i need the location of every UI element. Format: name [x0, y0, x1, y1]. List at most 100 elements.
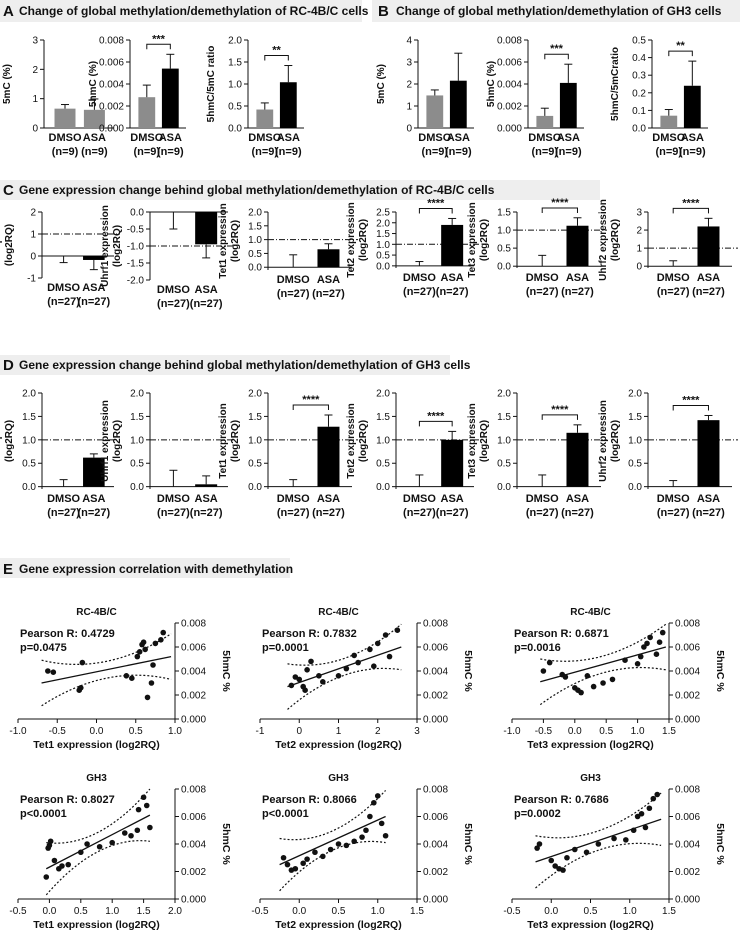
- section-title-d: Gene expression change behind global met…: [19, 358, 471, 372]
- x-n-label: (n=27): [47, 507, 80, 519]
- y-tick-label: 0.5: [628, 459, 642, 470]
- plot-title: RC-4B/C: [318, 607, 359, 618]
- bar-chart-b-3: 0 1 2 3 4 DMSO (n=9) ASA (n=9) 5mC (%): [376, 36, 474, 158]
- y-axis-label-unit: (log2RQ): [479, 420, 490, 462]
- y-tick-label: 0.5: [22, 459, 36, 470]
- bar-asa: [161, 68, 179, 128]
- y-tick-label: 2.5: [376, 208, 390, 219]
- data-point: [623, 837, 629, 843]
- bar-dmso: [256, 109, 274, 128]
- x-category-label: DMSO: [277, 274, 310, 286]
- y-tick-label: 0.008: [181, 619, 206, 630]
- x-n-label: (n=27): [436, 507, 469, 519]
- section-letter-b: B: [378, 3, 389, 20]
- y-tick-label: 0.0: [22, 482, 36, 493]
- y-tick-label: 2.0: [228, 36, 242, 47]
- significance-bracket: [292, 404, 329, 411]
- data-point: [78, 849, 84, 856]
- x-tick-label: -0.5: [535, 726, 553, 737]
- x-n-label: (n=27): [312, 288, 345, 300]
- data-point: [50, 669, 57, 675]
- y-axis-label-unit: (log2RQ): [610, 420, 621, 462]
- bar-asa: [317, 426, 340, 487]
- section-header-b: B Change of global methylation/demethyla…: [372, 0, 740, 22]
- significance-label: ***: [550, 43, 564, 55]
- x-n-label: (n=27): [312, 507, 345, 519]
- x-category-label: DMSO: [526, 272, 559, 284]
- x-tick-label: 0.0: [90, 726, 104, 737]
- x-tick-label: -1.0: [9, 726, 27, 737]
- y-axis-label-unit: (log2RQ): [112, 225, 123, 267]
- y-axis-label: 5hmC/5mC ratio: [206, 46, 217, 123]
- x-category-label: DMSO: [657, 272, 690, 284]
- y-tick-label: 1.5: [228, 58, 242, 69]
- y-tick-label: 0.4: [632, 53, 646, 64]
- y-tick-label: 1.5: [497, 412, 511, 423]
- y-axis-label-unit: (log2RQ): [4, 420, 15, 462]
- x-tick-label: 0: [296, 726, 302, 737]
- bar-asa: [83, 457, 105, 487]
- confidence-band-upper: [41, 633, 172, 665]
- y-tick-label: 0.5: [228, 102, 242, 113]
- x-category-label: DMSO: [47, 493, 80, 505]
- y-tick-label: 0.008: [497, 36, 522, 47]
- data-point: [76, 687, 83, 693]
- y-tick-label: 2.0: [376, 389, 390, 400]
- data-point: [135, 806, 142, 813]
- y-tick-label: 0.002: [423, 867, 448, 878]
- data-point: [359, 834, 365, 840]
- bar-chart-d-14: 0.00.51.01.52.0DMSO(n=27)ASA(n=27)****Te…: [218, 389, 358, 519]
- data-point: [140, 794, 147, 801]
- y-axis-label: Tet3 expression: [467, 403, 478, 478]
- y-tick-label: 2: [32, 65, 38, 76]
- y-tick-label: 0: [30, 252, 36, 263]
- significance-bracket: [418, 207, 453, 214]
- x-n-label: (n=9): [656, 146, 683, 158]
- pearson-r-label: Pearson R: 0.4729: [20, 628, 115, 640]
- section-title-c: Gene expression change behind global met…: [19, 183, 495, 197]
- y-tick-label: 1.0: [497, 226, 511, 237]
- data-point: [320, 853, 326, 860]
- x-axis-label: Tet3 expression (log2RQ): [527, 739, 653, 751]
- x-n-label: (n=9): [555, 146, 582, 158]
- data-point: [343, 842, 350, 849]
- y-tick-label: 0.5: [497, 459, 511, 470]
- y-tick-label: 0.002: [675, 867, 700, 878]
- x-category-label: ASA: [441, 493, 464, 505]
- y-tick-label: 0.2: [632, 88, 646, 99]
- y-tick-label: 0.004: [423, 667, 448, 678]
- plot-title: GH3: [86, 773, 107, 784]
- y-tick-label: 1.0: [248, 235, 262, 246]
- y-tick-label: 0.0: [632, 124, 646, 135]
- p-value-label: p<0.0001: [20, 808, 67, 820]
- y-tick-label: 0.000: [675, 895, 700, 906]
- scatter-chart-18: RC-4B/C -1.0 -0.5 0.0 0.5 1.00.000 0.002 0.004 0…: [9, 607, 232, 751]
- bar-asa: [697, 420, 720, 487]
- bar-dmso: [660, 115, 678, 128]
- scatter-chart-22: GH3 -0.5 0.0 0.5 1.0 1.50.000 0.002 0.004 0.006 0…: [251, 773, 474, 931]
- x-n-label: (n=9): [252, 146, 279, 158]
- y-axis-label: Dnmt1 expression: [0, 398, 3, 485]
- significance-label: ****: [302, 394, 320, 406]
- y-tick-label: 0.008: [423, 785, 448, 796]
- y-axis-label: Tet2 expression: [346, 403, 357, 478]
- confidence-band-upper: [535, 792, 662, 839]
- significance-bracket: [146, 43, 171, 50]
- data-point: [288, 682, 295, 689]
- y-tick-label: 0.000: [423, 895, 448, 906]
- x-n-label: (n=9): [157, 146, 184, 158]
- y-tick-label: 0.5: [130, 459, 144, 470]
- data-point: [142, 646, 148, 653]
- y-tick-label: 0.006: [423, 643, 448, 654]
- significance-bracket: [672, 404, 709, 411]
- p-value-label: p=0.0002: [514, 808, 561, 820]
- data-point: [656, 639, 663, 645]
- data-point: [371, 663, 377, 669]
- data-point: [160, 629, 167, 636]
- y-tick-label: 1.5: [248, 412, 262, 423]
- y-tick-label: 0.0: [248, 482, 262, 493]
- section-header-e: E Gene expression correlation with demet…: [0, 558, 293, 578]
